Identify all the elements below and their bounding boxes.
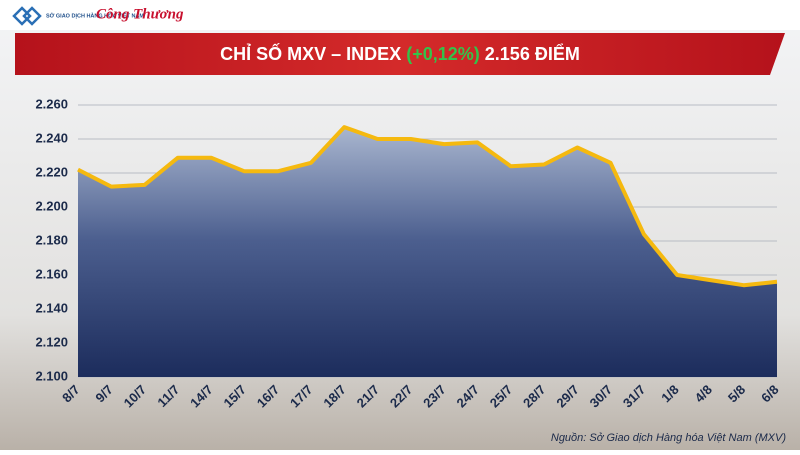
- header-band: [0, 0, 800, 30]
- title-main: CHỈ SỐ MXV – INDEX: [220, 43, 401, 64]
- y-tick-label: 2.100: [35, 368, 68, 383]
- source-note: Nguồn: Sở Giao dịch Hàng hóa Việt Nam (M…: [551, 432, 786, 444]
- y-tick-label: 2.240: [35, 130, 68, 145]
- logo-right: Công Thương: [96, 6, 184, 22]
- area-fill: [78, 127, 777, 377]
- y-tick-label: 2.260: [35, 96, 68, 111]
- title-banner: [15, 33, 785, 75]
- y-tick-label: 2.220: [35, 164, 68, 179]
- logo-left-text: SỞ GIAO DỊCH HÀNG HÓA VIỆT NAM: [46, 11, 144, 19]
- y-tick-label: 2.120: [35, 334, 68, 349]
- logo-left: SỞ GIAO DỊCH HÀNG HÓA VIỆT NAM: [12, 6, 144, 26]
- y-tick-label: 2.160: [35, 266, 68, 281]
- y-tick-label: 2.180: [35, 232, 68, 247]
- y-tick-label: 2.200: [35, 198, 68, 213]
- title-value: 2.156 ĐIỂM: [485, 43, 580, 64]
- chart-title: CHỈ SỐ MXV – INDEX (+0,12%) 2.156 ĐIỂM: [220, 43, 580, 64]
- line: [77, 125, 778, 288]
- title-change: (+0,12%): [406, 44, 480, 64]
- y-tick-label: 2.140: [35, 300, 68, 315]
